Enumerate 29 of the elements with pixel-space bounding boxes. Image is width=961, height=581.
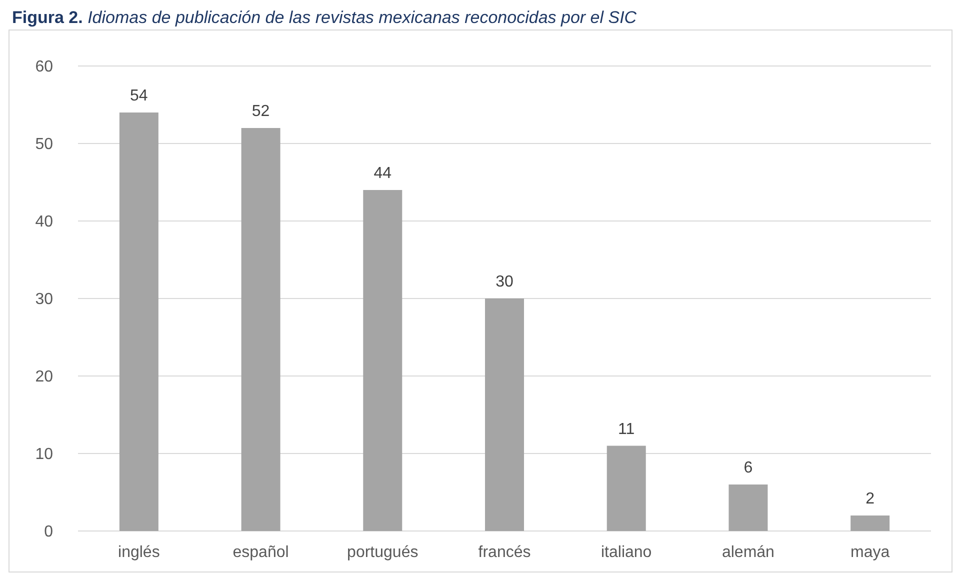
x-tick-label: alemán bbox=[722, 544, 774, 561]
y-tick-label: 60 bbox=[35, 58, 54, 76]
x-tick-label: portugués bbox=[347, 544, 418, 561]
data-label: 2 bbox=[866, 490, 875, 508]
y-tick-label: 40 bbox=[35, 214, 54, 231]
y-tick-label: 50 bbox=[35, 136, 54, 154]
x-tick-label: italiano bbox=[601, 544, 652, 561]
data-label: 54 bbox=[130, 88, 148, 104]
chart-title: Figura 2. Idiomas de publicación de las revistas mexicanas reconocidas por el SIC bbox=[12, 8, 638, 27]
data-label: 52 bbox=[252, 103, 270, 120]
bar bbox=[241, 128, 280, 531]
data-label: 44 bbox=[374, 165, 392, 182]
data-label: 6 bbox=[744, 460, 753, 476]
bar bbox=[850, 516, 890, 531]
x-tick-label: maya bbox=[850, 544, 890, 561]
y-tick-label: 30 bbox=[35, 291, 54, 308]
bar bbox=[363, 190, 402, 531]
bar bbox=[119, 112, 158, 531]
x-tick-label: francés bbox=[478, 544, 531, 561]
bar bbox=[485, 298, 524, 531]
data-label: 30 bbox=[496, 274, 514, 290]
y-tick-label: 0 bbox=[44, 524, 54, 541]
x-tick-label: español bbox=[232, 544, 289, 561]
bar bbox=[606, 446, 646, 531]
y-tick-label: 20 bbox=[35, 368, 54, 386]
x-tick-label: inglés bbox=[118, 544, 160, 561]
y-tick-label: 10 bbox=[35, 446, 54, 464]
data-label: 11 bbox=[618, 420, 635, 438]
bar bbox=[728, 484, 768, 531]
